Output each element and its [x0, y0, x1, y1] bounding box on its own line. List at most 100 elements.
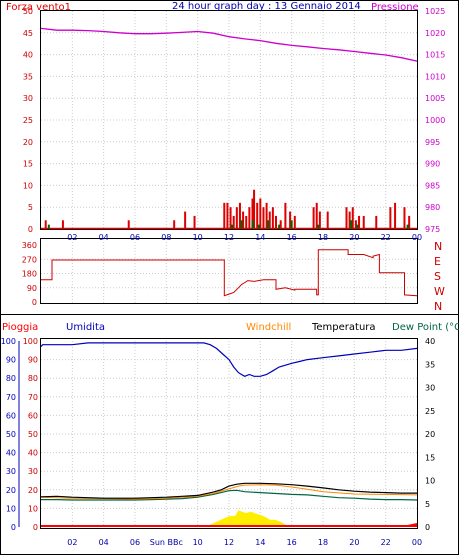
gust-bar [47, 224, 50, 229]
wind-bar [375, 215, 378, 229]
windchill-label: Windchill [246, 322, 291, 333]
x-tick-label: 06 [130, 538, 140, 547]
humidity-tick-label: 40 [6, 449, 16, 458]
temperature-tick-label: 15 [425, 453, 435, 462]
humidity-tick-label: 50 [6, 430, 16, 439]
x-tick-label: 16 [287, 233, 297, 242]
humidity-tick-label: 0 [11, 523, 16, 532]
direction-tick-label: 0 [32, 298, 37, 307]
x-tick-label: 10 [193, 233, 203, 242]
temperature-tick-label: 10 [425, 477, 435, 486]
rain-tick-label: 60 [28, 411, 38, 420]
wind-bar [408, 215, 411, 229]
wind-tick-label: 40 [23, 51, 33, 60]
wind-tick-label: 0 [28, 225, 33, 234]
rain-tick-label: 40 [28, 449, 38, 458]
wind-bar [265, 202, 268, 229]
x-tick-label: 02 [67, 538, 77, 547]
wind-bar [251, 198, 254, 229]
rain-tick-label: 20 [28, 486, 38, 495]
wind-tick-label: 50 [23, 7, 33, 16]
humidity-tick-label: 30 [6, 467, 16, 476]
wind-axis-label: Forza vento1 [6, 2, 71, 13]
wind-bar [61, 220, 64, 229]
wind-bar [326, 211, 329, 229]
gust-bar [350, 220, 353, 229]
wind-bar [248, 207, 251, 229]
wind-bar [284, 202, 287, 229]
wind-bar [345, 207, 348, 229]
pressure-tick-label: 1020 [425, 29, 445, 38]
pressure-axis-label: Pressione [371, 2, 419, 13]
wind-bar [226, 202, 229, 229]
x-tick-label: 18 [318, 538, 328, 547]
x-tick-label: 12 [224, 233, 234, 242]
wind-bar [127, 220, 130, 229]
rain-tick-label: 90 [28, 356, 38, 365]
x-tick-label: 22 [381, 538, 391, 547]
x-tick-label: 06 [130, 233, 140, 242]
wind-bar [389, 207, 392, 229]
wind-bars [41, 189, 417, 230]
x-tick-label: 20 [349, 538, 359, 547]
x-tick-label: 04 [99, 538, 109, 547]
pressure-tick-label: 1025 [425, 7, 445, 16]
gust-bar [406, 224, 409, 229]
x-tick-label: 22 [381, 233, 391, 242]
wind-bar [259, 198, 262, 229]
temperature-tick-label: 5 [425, 500, 430, 509]
pressure-line [40, 27, 418, 62]
humidity-tick-label: 60 [6, 411, 16, 420]
gust-bar [251, 220, 254, 229]
pressure-tick-label: 1015 [425, 51, 445, 60]
wind-tick-label: 5 [28, 203, 33, 212]
x-tick-label: 14 [255, 538, 265, 547]
temperature-tick-label: 20 [425, 430, 435, 439]
wind-bar [256, 202, 259, 229]
x-tick-label: 16 [287, 538, 297, 547]
wind-bar [279, 220, 282, 229]
x-tick-label: 20 [349, 233, 359, 242]
wind-bar [394, 202, 397, 229]
humidity-tick-label: 100 [1, 337, 16, 346]
pressure-tick-label: 975 [425, 225, 440, 234]
rain-tick-label: 70 [28, 393, 38, 402]
gust-bar [267, 220, 270, 229]
wind-bar [351, 207, 354, 229]
x-tick-label: 02 [67, 233, 77, 242]
wind-tick-label: 45 [23, 29, 33, 38]
wind-tick-label: 10 [23, 181, 33, 190]
compass-label: S [434, 270, 441, 283]
wind-bar [354, 220, 357, 229]
wind-bar [403, 207, 406, 229]
axis-tick-labels: 0510152025303540455097598098599099510001… [1, 7, 446, 547]
x-tick-label: 14 [255, 233, 265, 242]
wind-tick-label: 25 [23, 116, 33, 125]
wind-bar [242, 211, 245, 229]
wind-bar [315, 202, 318, 229]
dewpoint-line [41, 489, 418, 501]
wind-bar [44, 220, 47, 229]
temperature-tick-label: 0 [425, 523, 430, 532]
compass-label: W [434, 285, 445, 298]
windchill-line [40, 484, 418, 500]
wind-bar [184, 211, 187, 229]
wind-tick-label: 15 [23, 160, 33, 169]
wind-bar [193, 215, 196, 229]
pressure-tick-label: 1010 [425, 72, 445, 81]
humidity-tick-label: 20 [6, 486, 16, 495]
wind-bar [238, 202, 241, 229]
temperature-tick-label: 30 [425, 384, 435, 393]
wind-pressure-plot-frame [40, 10, 418, 230]
rain-tick-label: 100 [23, 337, 38, 346]
direction-plot-frame [40, 238, 418, 304]
wind-bar [318, 211, 321, 229]
rain-tick-label: 80 [28, 374, 38, 383]
wind-bar [358, 215, 361, 229]
wind-bar [312, 207, 315, 229]
wind-pressure-grid [41, 11, 417, 229]
direction-tick-label: 180 [22, 270, 37, 279]
direction-tick-label: 270 [22, 255, 37, 264]
pressure-tick-label: 1005 [425, 94, 445, 103]
